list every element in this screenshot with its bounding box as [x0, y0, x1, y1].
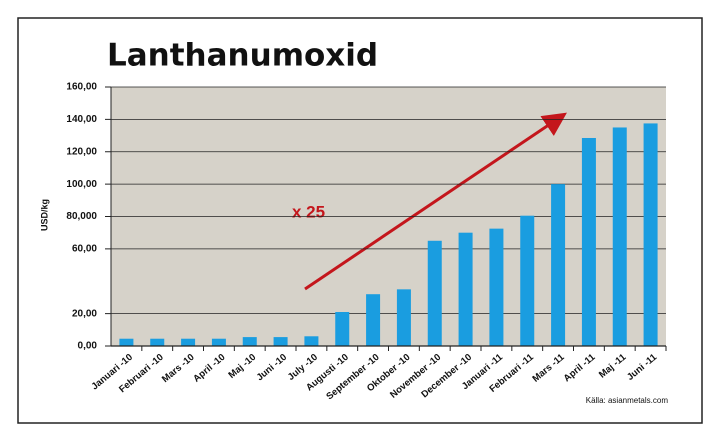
chart-title: Lanthanumoxid [107, 38, 378, 74]
y-tick-label: 80,000 [66, 211, 97, 222]
bar [520, 215, 535, 346]
bar [612, 127, 627, 346]
bar [396, 289, 411, 346]
y-tick-label: 20,00 [72, 308, 97, 319]
bar [581, 137, 596, 346]
bar [211, 338, 226, 346]
source-note: Källa: asianmetals.com [586, 396, 669, 405]
y-axis-label: USD/kg [39, 199, 49, 231]
trend-arrow [304, 112, 567, 291]
bar [458, 232, 473, 346]
bar [366, 294, 381, 346]
bar [427, 240, 442, 346]
y-tick-label: 160,00 [66, 82, 97, 93]
y-tick-label: 140,00 [66, 114, 97, 125]
y-tick-label: 0,00 [78, 341, 98, 352]
annotation: x 25 [292, 202, 325, 221]
y-tick-label: 100,00 [66, 179, 97, 190]
bar [643, 123, 658, 346]
bar [551, 184, 566, 346]
bar [304, 336, 319, 346]
y-tick-label: 60,00 [72, 244, 97, 255]
bar [242, 337, 257, 346]
y-tick-label: 120,00 [66, 146, 97, 157]
bar [273, 337, 288, 346]
bar [489, 228, 504, 346]
bar [335, 312, 350, 346]
bar [181, 338, 196, 346]
bar [150, 338, 165, 346]
bar [119, 338, 134, 346]
